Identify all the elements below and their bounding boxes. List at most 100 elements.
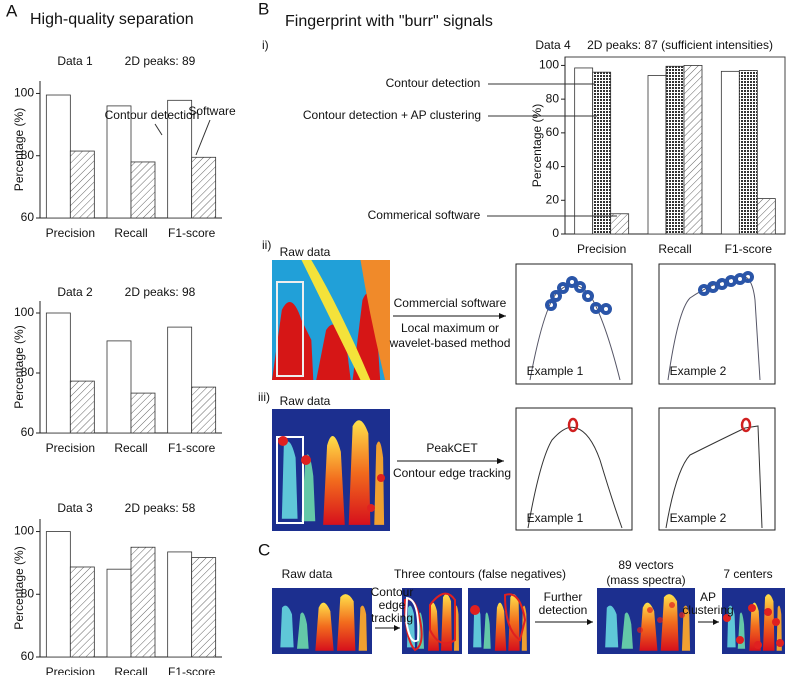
chart-title: Data 4 (535, 38, 571, 52)
y-tick-label: 20 (546, 192, 560, 206)
panel-label: B (258, 0, 269, 18)
legend-label: Contour detection + AP clustering (303, 108, 481, 122)
y-axis-label: Percentage (%) (12, 108, 26, 191)
y-tick-label: 80 (21, 365, 35, 379)
method-note: wavelet-based method (389, 336, 511, 350)
chart-title: Data 3 (57, 501, 93, 515)
step-label: Contour (371, 585, 414, 599)
image-caption: Raw data (280, 245, 331, 259)
x-tick-label: F1-score (168, 665, 216, 675)
legend-label: Commerical software (368, 208, 481, 222)
y-tick-label: 40 (546, 159, 560, 173)
y-tick-label: 60 (21, 210, 35, 224)
bar (191, 557, 217, 658)
contour (404, 596, 420, 642)
bar (130, 546, 156, 658)
x-tick-label: Precision (46, 226, 95, 240)
image-caption: Raw data (282, 567, 333, 581)
bar (167, 99, 193, 219)
bar (69, 566, 95, 658)
method-label: PeakCET (426, 441, 478, 455)
bar (167, 551, 193, 658)
x-tick-label: Recall (114, 226, 147, 240)
bar (130, 392, 156, 434)
example-frame (515, 407, 633, 531)
contour-image (468, 588, 530, 654)
center-points (723, 604, 784, 649)
bar (106, 340, 132, 434)
example-label: Example 2 (670, 511, 727, 525)
subpanel-label: ii) (262, 238, 271, 252)
bar (720, 70, 740, 235)
bar (610, 213, 630, 235)
legend-label: Contour detection (105, 108, 200, 122)
legend-label: Contour detection (386, 76, 481, 90)
bar (191, 386, 217, 434)
chart-title: Data 2 (57, 285, 93, 299)
raw-image (272, 409, 390, 531)
image-caption: Three contours (false negatives) (394, 567, 566, 581)
y-axis-label: Percentage (%) (530, 104, 544, 187)
raw-image (272, 260, 390, 380)
bar (683, 65, 703, 235)
bar (592, 71, 612, 235)
example-label: Example 1 (527, 511, 584, 525)
bar (106, 568, 132, 658)
panel-label: A (6, 1, 18, 20)
arrow-head (394, 625, 400, 631)
y-tick-label: 80 (21, 586, 35, 600)
arrow-head (499, 313, 506, 319)
chart-subtitle: 2D peaks: 89 (125, 54, 196, 68)
bar (647, 75, 667, 235)
x-tick-label: Recall (658, 242, 691, 256)
y-tick-label: 80 (21, 148, 35, 162)
chart-subtitle: 2D peaks: 58 (125, 501, 196, 515)
bar (574, 67, 594, 235)
x-tick-label: Recall (114, 441, 147, 455)
bar (106, 105, 132, 219)
y-tick-label: 100 (539, 58, 559, 72)
method-note: Contour edge tracking (393, 466, 511, 480)
arrow-head (713, 619, 719, 625)
step-label: clustering (682, 603, 733, 617)
example-frame (658, 407, 776, 531)
bar (69, 150, 95, 219)
legend-leader (195, 119, 211, 156)
y-tick-label: 100 (14, 305, 34, 319)
peak-marker (567, 417, 579, 433)
y-tick-label: 100 (14, 86, 34, 100)
chart-subtitle: 2D peaks: 87 (sufficient intensities) (587, 38, 773, 52)
arrow-head (587, 619, 593, 625)
raw-image (272, 588, 372, 654)
example-label: Example 1 (527, 364, 584, 378)
image-caption: (mass spectra) (606, 573, 685, 587)
y-tick-label: 80 (546, 91, 560, 105)
method-label: Commercial software (394, 296, 507, 310)
y-tick-label: 0 (552, 226, 559, 240)
step-label: AP (700, 590, 716, 604)
bar (738, 70, 758, 235)
panel-title: High-quality separation (30, 11, 194, 28)
x-tick-label: Precision (577, 242, 626, 256)
y-tick-label: 60 (21, 649, 35, 663)
x-tick-label: Recall (114, 665, 147, 675)
step-label: detection (539, 603, 588, 617)
step-label: edge (379, 598, 406, 612)
bar (45, 94, 71, 219)
peak-markers (698, 271, 754, 296)
panel-title: Fingerprint with "burr" signals (285, 13, 493, 30)
x-tick-label: Precision (46, 665, 95, 675)
step-label: tracking (371, 611, 413, 625)
legend-leader (154, 123, 163, 136)
legend-label: Software (188, 104, 236, 118)
bar (167, 326, 193, 434)
bar (130, 161, 156, 219)
bar (191, 156, 217, 219)
highlight-box (276, 436, 304, 524)
step-label: Further (544, 590, 583, 604)
y-axis-label: Percentage (%) (12, 325, 26, 408)
example-label: Example 2 (670, 364, 727, 378)
peak-markers (278, 436, 385, 512)
x-tick-label: Precision (46, 441, 95, 455)
